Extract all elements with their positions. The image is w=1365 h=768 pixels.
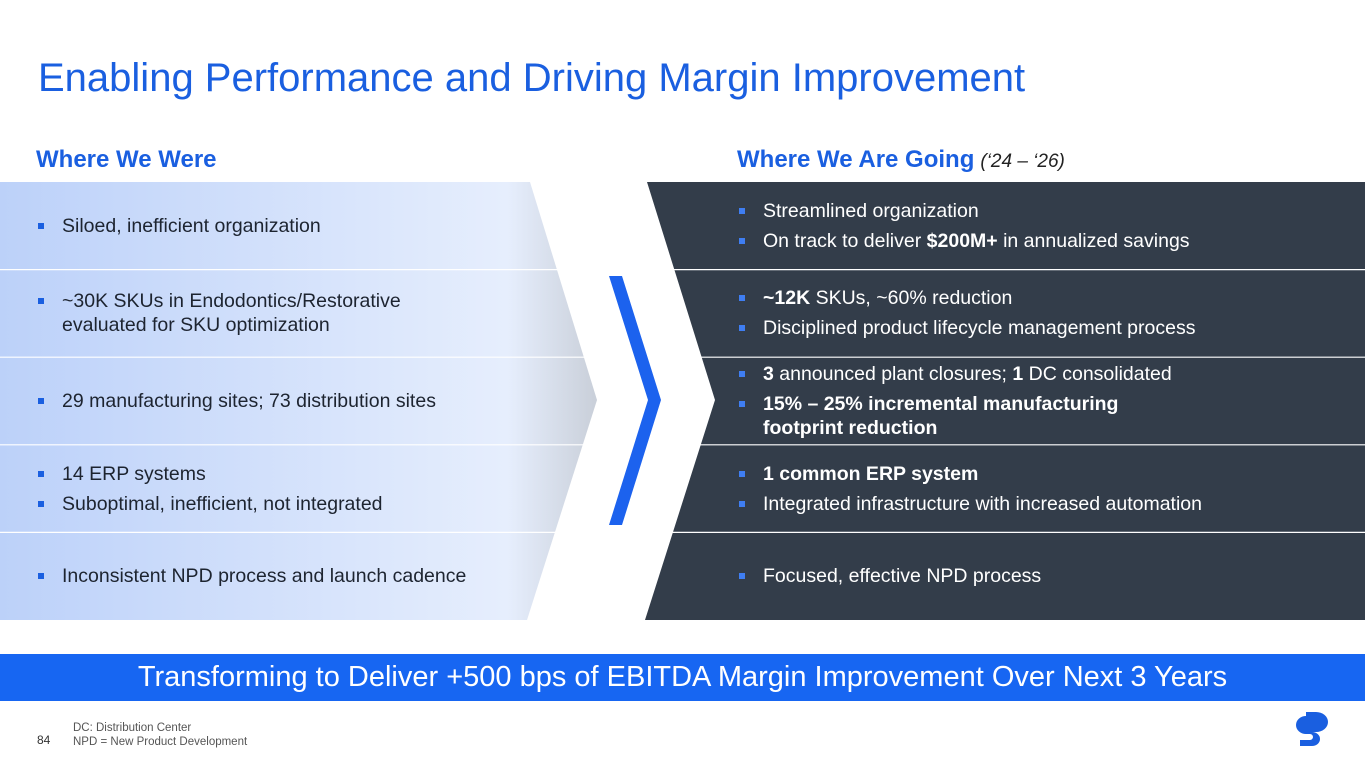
bullet-marker — [739, 207, 745, 214]
bullet-marker — [739, 325, 745, 332]
bullet-marker — [38, 298, 44, 305]
row: 14 ERP systems Suboptimal, inefficient, n… — [36, 445, 596, 533]
bullet-marker — [739, 470, 745, 477]
text-segment: Streamlined organization — [763, 199, 979, 222]
bullet: Focused, effective NPD process — [737, 564, 1357, 588]
bullet-marker — [38, 573, 44, 580]
row: 1 common ERP system Integrated infrastruc… — [737, 445, 1357, 533]
bullet: 1 common ERP system — [737, 462, 1357, 486]
bullet-marker — [38, 470, 44, 477]
text-segment: 14 ERP systems — [62, 462, 206, 485]
bullet: 3 announced plant closures; 1 DC consoli… — [737, 362, 1357, 386]
bullet: 15% – 25% incremental manufacturing foot… — [737, 392, 1357, 440]
bullet: ~12K SKUs, ~60% reduction — [737, 286, 1357, 310]
row: 29 manufacturing sites; 73 distribution … — [36, 357, 596, 445]
row: Inconsistent NPD process and launch cade… — [36, 532, 596, 620]
slide-title: Enabling Performance and Driving Margin … — [38, 56, 1026, 100]
footnote: NPD = New Product Development — [73, 736, 248, 748]
row: ~12K SKUs, ~60% reduction Disciplined pro… — [737, 270, 1357, 358]
page-number: 84 — [37, 733, 51, 747]
bullet: Streamlined organization — [737, 199, 1357, 223]
right-heading: Where We Are Going (‘24 – ‘26) — [737, 146, 1065, 174]
left-panel — [0, 182, 597, 620]
bullet: On track to deliver $200M+ in annualized… — [737, 229, 1357, 253]
text-segment: ~30K SKUs in Endodontics/Restorative eva… — [62, 290, 401, 337]
row: 3 announced plant closures; 1 DC consoli… — [737, 357, 1357, 445]
text-segment: SKUs, ~60% reduction — [810, 287, 1013, 310]
bullet-marker — [739, 295, 745, 302]
text-segment: 15% – 25% incremental manufacturing foot… — [763, 392, 1119, 439]
text-segment: Disciplined product lifecycle management… — [763, 317, 1196, 340]
bullet-marker — [739, 237, 745, 244]
text-segment: 3 — [763, 362, 774, 385]
heading-text: Where We Are Going — [737, 146, 975, 173]
footnote: DC: Distribution Center — [73, 722, 192, 734]
row: Focused, effective NPD process — [737, 532, 1357, 620]
text-segment: Siloed, inefficient organization — [62, 214, 321, 237]
text-segment: ~12K — [763, 287, 811, 310]
bullet: 29 manufacturing sites; 73 distribution … — [36, 389, 596, 413]
right-panel — [645, 182, 1365, 620]
text-segment: 1 common ERP system — [763, 462, 979, 485]
bullet: Disciplined product lifecycle management… — [737, 316, 1357, 340]
footnotes: DC: Distribution Center NPD = New Product… — [73, 721, 247, 749]
bullet: Suboptimal, inefficient, not integrated — [36, 492, 596, 516]
left-heading: Where We Were — [36, 146, 217, 173]
bullet: 14 ERP systems — [36, 462, 596, 486]
row: Streamlined organization On track to deli… — [737, 182, 1357, 270]
bullet-marker — [38, 222, 44, 229]
text-segment: $200M+ — [926, 229, 998, 252]
text-segment: DC consolidated — [1023, 362, 1172, 385]
bullet: Siloed, inefficient organization — [36, 214, 596, 238]
chevron-arrow — [609, 276, 661, 525]
text-segment: 29 manufacturing sites; 73 distribution … — [62, 389, 436, 412]
row: Siloed, inefficient organization — [36, 182, 596, 270]
row: ~30K SKUs in Endodontics/Restorative eva… — [36, 270, 596, 358]
text-segment: in annualized savings — [997, 229, 1190, 252]
text-segment: Suboptimal, inefficient, not integrated — [62, 492, 383, 515]
bullet-marker — [739, 500, 745, 507]
bullet-marker — [739, 400, 745, 407]
bullet: ~30K SKUs in Endodontics/Restorative eva… — [36, 289, 596, 337]
logo — [1296, 712, 1328, 746]
text-segment: On track to deliver — [763, 229, 927, 252]
bullet-marker — [739, 370, 745, 377]
bullet-marker — [38, 500, 44, 507]
banner: Transforming to Deliver +500 bps of EBIT… — [0, 654, 1365, 701]
bullet-marker — [739, 573, 745, 580]
text-segment: Integrated infrastructure with increased… — [763, 492, 1202, 515]
bullet: Inconsistent NPD process and launch cade… — [36, 564, 596, 588]
text-segment: Inconsistent NPD process and launch cade… — [62, 565, 467, 588]
text-segment: Focused, effective NPD process — [763, 565, 1042, 588]
row-dividers — [0, 269, 1365, 534]
text-segment: announced plant closures; — [773, 362, 1013, 385]
bullet: Integrated infrastructure with increased… — [737, 492, 1357, 516]
heading-note: (‘24 – ‘26) — [980, 151, 1065, 172]
bullet-marker — [38, 397, 44, 404]
text-segment: 1 — [1012, 362, 1024, 385]
